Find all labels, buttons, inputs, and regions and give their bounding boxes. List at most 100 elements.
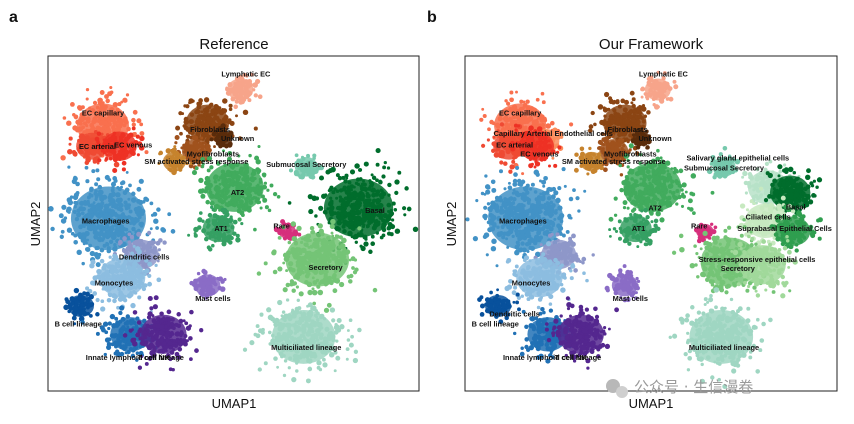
cell-point <box>77 126 84 132</box>
cell-point <box>267 314 274 321</box>
cell-point <box>153 334 158 339</box>
cell-point <box>108 156 113 161</box>
cell-point <box>205 116 211 122</box>
cell-point <box>287 240 292 245</box>
cell-point <box>375 162 380 167</box>
cell-point <box>513 123 519 128</box>
cell-point <box>328 248 333 252</box>
cell-point <box>109 313 116 320</box>
cell-point <box>90 259 96 265</box>
cell-point <box>372 219 376 223</box>
cell-point <box>300 169 303 173</box>
cell-point <box>359 193 365 199</box>
cell-point <box>177 339 181 343</box>
cluster-sm_stress <box>157 145 193 176</box>
cell-point <box>111 125 116 130</box>
cell-point <box>211 208 215 212</box>
cell-point <box>778 169 783 174</box>
cell-point <box>221 178 225 183</box>
cell-point <box>137 295 142 300</box>
cell-point <box>122 190 128 196</box>
cell-point <box>170 229 176 234</box>
cell-point <box>234 162 240 168</box>
cell-point <box>100 132 104 136</box>
cell-point <box>88 106 92 110</box>
cell-point <box>225 135 232 141</box>
cell-point <box>339 215 345 221</box>
cell-point <box>63 216 68 220</box>
cell-point <box>230 96 236 102</box>
cell-point <box>303 242 308 247</box>
cell-point <box>136 118 142 124</box>
cell-point <box>102 194 108 200</box>
cluster-lymphatic_ec <box>225 72 263 110</box>
cell-point <box>171 169 177 176</box>
cell-point <box>99 90 105 95</box>
cell-point <box>299 240 304 245</box>
cell-point <box>662 80 668 86</box>
cluster-at2 <box>191 144 281 232</box>
cell-point <box>326 302 332 308</box>
cell-point <box>182 155 186 160</box>
cell-point <box>346 338 351 342</box>
cell-point <box>106 344 112 350</box>
cell-point <box>290 221 297 227</box>
cell-point <box>348 258 352 262</box>
cell-point <box>123 116 128 121</box>
cell-point <box>143 272 147 277</box>
cell-point <box>278 336 284 342</box>
cell-point <box>640 95 644 99</box>
cell-point <box>522 100 526 104</box>
cell-point <box>137 365 143 370</box>
cell-point <box>153 295 159 301</box>
cell-point <box>271 250 277 256</box>
cell-point <box>222 130 228 136</box>
cell-point <box>194 151 200 157</box>
cell-point <box>307 309 314 315</box>
cell-point <box>394 190 399 195</box>
cell-point <box>294 272 300 279</box>
cell-point <box>281 317 285 321</box>
cell-point <box>114 268 120 274</box>
cell-point <box>91 150 97 156</box>
cell-point <box>238 175 242 179</box>
cell-point <box>291 308 295 312</box>
cell-point <box>355 220 361 226</box>
cell-point <box>352 270 358 275</box>
cell-point <box>139 122 144 127</box>
cell-point <box>590 169 596 175</box>
cell-point <box>247 98 252 103</box>
cell-point <box>104 337 111 343</box>
cell-point <box>305 162 310 166</box>
cell-point <box>330 218 336 225</box>
cell-point <box>163 318 168 322</box>
cell-point <box>386 166 391 170</box>
cell-point <box>314 309 318 313</box>
cell-point <box>149 306 154 311</box>
cell-point <box>122 123 127 128</box>
cell-point <box>281 333 287 338</box>
cell-point <box>272 191 278 197</box>
cell-point <box>122 241 127 247</box>
cell-point <box>178 157 184 164</box>
cell-point <box>99 258 105 264</box>
cell-point <box>111 257 116 262</box>
cell-point <box>79 206 84 211</box>
cell-point <box>104 207 110 213</box>
cell-point <box>103 232 108 237</box>
cell-point <box>235 81 241 87</box>
cell-point <box>214 136 220 142</box>
cell-point <box>293 241 298 246</box>
cell-point <box>620 98 626 104</box>
cell-point <box>314 243 320 249</box>
cell-point <box>167 320 171 325</box>
cell-point <box>193 135 199 141</box>
cell-point <box>331 190 336 195</box>
cell-point <box>540 91 545 96</box>
cluster-label: Macrophages <box>82 217 130 226</box>
cell-point <box>193 233 198 238</box>
cell-point <box>196 283 201 288</box>
cell-point <box>491 148 496 153</box>
cell-point <box>324 326 330 332</box>
